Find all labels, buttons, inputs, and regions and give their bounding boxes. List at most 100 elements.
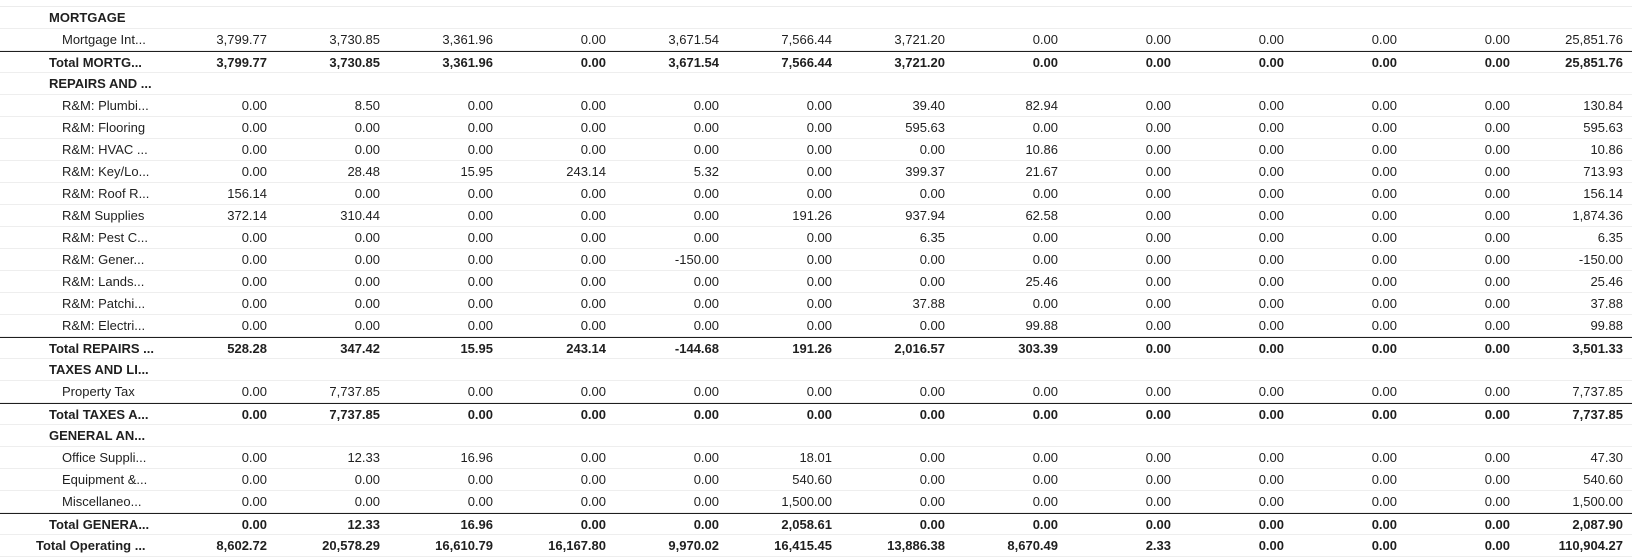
amount-cell[interactable]: 0.00 <box>1371 274 1397 289</box>
amount-cell[interactable]: 0.00 <box>580 274 606 289</box>
row-total-cell[interactable]: 713.93 <box>1583 164 1623 179</box>
amount-cell[interactable]: 0.00 <box>241 274 267 289</box>
amount-cell[interactable]: 0.00 <box>693 120 719 135</box>
amount-cell[interactable]: 399.37 <box>905 164 945 179</box>
amount-cell[interactable]: 0.00 <box>693 318 719 333</box>
amount-cell[interactable]: 0.00 <box>1258 32 1284 47</box>
amount-cell[interactable]: 372.14 <box>227 208 267 223</box>
amount-cell[interactable]: 0.00 <box>1258 407 1284 422</box>
amount-cell[interactable]: 28.48 <box>347 164 380 179</box>
amount-cell[interactable]: 0.00 <box>1484 32 1510 47</box>
amount-cell[interactable]: 0.00 <box>1371 450 1397 465</box>
amount-cell[interactable]: 0.00 <box>241 252 267 267</box>
amount-cell[interactable]: 0.00 <box>693 296 719 311</box>
amount-cell[interactable]: 0.00 <box>1258 318 1284 333</box>
amount-cell[interactable]: 0.00 <box>1145 230 1171 245</box>
amount-cell[interactable]: 0.00 <box>467 208 493 223</box>
amount-cell[interactable]: 0.00 <box>1145 32 1171 47</box>
amount-cell[interactable]: 0.00 <box>1032 472 1058 487</box>
amount-cell[interactable]: 0.00 <box>1371 384 1397 399</box>
amount-cell[interactable]: 0.00 <box>919 142 945 157</box>
amount-cell[interactable]: 15.95 <box>460 164 493 179</box>
amount-cell[interactable]: 0.00 <box>1484 98 1510 113</box>
row-total-cell[interactable]: 3,501.33 <box>1572 341 1623 356</box>
amount-cell[interactable]: 0.00 <box>467 120 493 135</box>
amount-cell[interactable]: 0.00 <box>241 296 267 311</box>
amount-cell[interactable]: 2,016.57 <box>894 341 945 356</box>
amount-cell[interactable]: 0.00 <box>1258 450 1284 465</box>
amount-cell[interactable]: 0.00 <box>241 494 267 509</box>
amount-cell[interactable]: 8,602.72 <box>216 538 267 553</box>
amount-cell[interactable]: 0.00 <box>1484 407 1510 422</box>
amount-cell[interactable]: 0.00 <box>241 120 267 135</box>
amount-cell[interactable]: 303.39 <box>1018 341 1058 356</box>
amount-cell[interactable]: 0.00 <box>1145 517 1171 532</box>
row-label[interactable]: R&M: HVAC ... <box>62 142 148 157</box>
amount-cell[interactable]: 3,721.20 <box>894 32 945 47</box>
amount-cell[interactable]: 3,671.54 <box>668 32 719 47</box>
amount-cell[interactable]: 0.00 <box>1371 494 1397 509</box>
amount-cell[interactable]: 0.00 <box>1484 120 1510 135</box>
amount-cell[interactable]: 0.00 <box>806 296 832 311</box>
amount-cell[interactable]: 0.00 <box>693 407 719 422</box>
amount-cell[interactable]: 0.00 <box>241 318 267 333</box>
row-total-cell[interactable]: 25.46 <box>1590 274 1623 289</box>
amount-cell[interactable]: 0.00 <box>1258 230 1284 245</box>
amount-cell[interactable]: 21.67 <box>1025 164 1058 179</box>
amount-cell[interactable]: 0.00 <box>1371 252 1397 267</box>
amount-cell[interactable]: 0.00 <box>467 252 493 267</box>
amount-cell[interactable]: 0.00 <box>1371 472 1397 487</box>
row-label[interactable]: R&M: Roof R... <box>62 186 150 201</box>
amount-cell[interactable]: 0.00 <box>241 230 267 245</box>
amount-cell[interactable]: 0.00 <box>919 274 945 289</box>
amount-cell[interactable]: 0.00 <box>241 407 267 422</box>
amount-cell[interactable]: 0.00 <box>354 142 380 157</box>
amount-cell[interactable]: 0.00 <box>1371 55 1397 70</box>
amount-cell[interactable]: 0.00 <box>354 318 380 333</box>
row-label[interactable]: R&M Supplies <box>62 208 145 223</box>
amount-cell[interactable]: 0.00 <box>1371 517 1397 532</box>
amount-cell[interactable]: 0.00 <box>241 164 267 179</box>
amount-cell[interactable]: 0.00 <box>580 407 606 422</box>
amount-cell[interactable]: 0.00 <box>1145 208 1171 223</box>
amount-cell[interactable]: 0.00 <box>580 142 606 157</box>
amount-cell[interactable]: 0.00 <box>1484 142 1510 157</box>
row-total-cell[interactable]: 99.88 <box>1590 318 1623 333</box>
amount-cell[interactable]: 0.00 <box>1484 472 1510 487</box>
amount-cell[interactable]: 0.00 <box>919 407 945 422</box>
amount-cell[interactable]: 13,886.38 <box>887 538 945 553</box>
amount-cell[interactable]: 0.00 <box>806 186 832 201</box>
amount-cell[interactable]: 0.00 <box>580 98 606 113</box>
amount-cell[interactable]: 0.00 <box>1145 142 1171 157</box>
amount-cell[interactable]: 0.00 <box>919 318 945 333</box>
amount-cell[interactable]: 0.00 <box>693 274 719 289</box>
amount-cell[interactable]: 16,415.45 <box>774 538 832 553</box>
amount-cell[interactable]: 243.14 <box>566 341 606 356</box>
amount-cell[interactable]: 1,500.00 <box>781 494 832 509</box>
row-total-cell[interactable]: 110,904.27 <box>1558 538 1623 553</box>
amount-cell[interactable]: 0.00 <box>806 164 832 179</box>
amount-cell[interactable]: 0.00 <box>1371 296 1397 311</box>
amount-cell[interactable]: 8,670.49 <box>1007 538 1058 553</box>
amount-cell[interactable]: 0.00 <box>1145 186 1171 201</box>
amount-cell[interactable]: 18.01 <box>799 450 832 465</box>
amount-cell[interactable]: 0.00 <box>1484 186 1510 201</box>
amount-cell[interactable]: 0.00 <box>1484 494 1510 509</box>
amount-cell[interactable]: 7,566.44 <box>781 55 832 70</box>
amount-cell[interactable]: 595.63 <box>905 120 945 135</box>
amount-cell[interactable]: 0.00 <box>354 186 380 201</box>
row-total-cell[interactable]: 25,851.76 <box>1565 32 1623 47</box>
amount-cell[interactable]: 0.00 <box>1145 318 1171 333</box>
amount-cell[interactable]: 0.00 <box>1484 517 1510 532</box>
amount-cell[interactable]: 0.00 <box>580 296 606 311</box>
row-total-cell[interactable]: 540.60 <box>1583 472 1623 487</box>
amount-cell[interactable]: 0.00 <box>241 142 267 157</box>
amount-cell[interactable]: 0.00 <box>1371 186 1397 201</box>
amount-cell[interactable]: 0.00 <box>354 494 380 509</box>
amount-cell[interactable]: 0.00 <box>467 318 493 333</box>
amount-cell[interactable]: 0.00 <box>1032 55 1058 70</box>
amount-cell[interactable]: 0.00 <box>580 472 606 487</box>
amount-cell[interactable]: 0.00 <box>1032 120 1058 135</box>
amount-cell[interactable]: 16,167.80 <box>548 538 606 553</box>
amount-cell[interactable]: 3,361.96 <box>442 55 493 70</box>
